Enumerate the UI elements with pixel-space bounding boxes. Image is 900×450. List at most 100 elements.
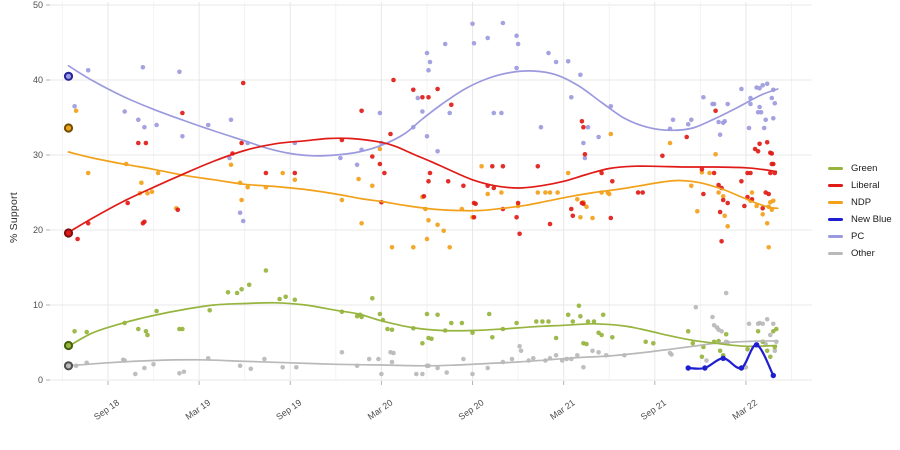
scatter-point xyxy=(490,164,495,169)
scatter-point xyxy=(599,332,604,338)
scatter-point xyxy=(125,200,130,206)
x-tick-label: Mar 22 xyxy=(730,397,759,421)
scatter-point xyxy=(338,155,343,161)
scatter-point xyxy=(421,194,427,199)
scatter-point xyxy=(716,119,721,125)
scatter-point xyxy=(546,319,551,324)
scatter-point xyxy=(263,170,269,176)
scatter-point xyxy=(608,215,614,221)
scatter-point xyxy=(610,179,615,184)
scatter-point xyxy=(359,108,364,114)
scatter-point xyxy=(283,294,289,300)
scatter-point xyxy=(772,348,778,354)
scatter-point xyxy=(379,371,384,377)
scatter-point xyxy=(427,59,433,65)
scatter-point xyxy=(435,365,440,371)
election-result-markers xyxy=(63,71,74,371)
scatter-point xyxy=(514,320,519,326)
chart-legend: Green Liberal NDP New Blue PC Other xyxy=(828,160,892,262)
scatter-point xyxy=(499,190,504,195)
scatter-point xyxy=(670,117,676,123)
scatter-point xyxy=(240,80,246,86)
scatter-point xyxy=(280,170,286,176)
scatter-point xyxy=(389,327,395,333)
scatter-point xyxy=(228,117,234,123)
scatter-point xyxy=(746,125,752,131)
election-marker-pc xyxy=(63,71,74,81)
scatter-point xyxy=(151,362,156,367)
scatter-point xyxy=(442,41,448,47)
scatter-point xyxy=(426,218,431,223)
legend-item-other: Other xyxy=(828,245,892,262)
scatter-point xyxy=(717,132,723,137)
scatter-point xyxy=(377,311,383,317)
scatter-point xyxy=(470,371,475,377)
scatter-point xyxy=(85,68,91,73)
scatter-point xyxy=(262,356,267,362)
scatter-point xyxy=(143,140,149,146)
scatter-point xyxy=(565,59,571,64)
legend-swatch xyxy=(828,235,843,238)
scatter-point xyxy=(277,296,282,302)
scatter-point xyxy=(757,141,762,147)
scatter-point xyxy=(575,197,580,202)
scatter-point xyxy=(180,326,185,332)
scatter-point xyxy=(145,191,150,196)
scatter-point xyxy=(461,183,466,189)
scatter-point xyxy=(485,365,491,371)
trend-line-ndp xyxy=(67,151,779,212)
scatter-point xyxy=(772,101,778,106)
scatter-point xyxy=(585,319,591,324)
scatter-point xyxy=(764,81,770,87)
legend-item-ndp: NDP xyxy=(828,194,892,211)
scatter-point xyxy=(73,108,79,114)
scatter-point xyxy=(280,365,286,370)
scatter-point xyxy=(518,348,524,354)
election-marker-ndp xyxy=(63,123,74,133)
scatter-point xyxy=(667,140,673,146)
scatter-point xyxy=(710,314,715,320)
scatter-point xyxy=(746,321,752,327)
scatter-point xyxy=(491,185,497,191)
legend-label: Other xyxy=(851,248,875,259)
scatter-point xyxy=(578,215,583,220)
scatter-point xyxy=(136,326,141,332)
scatter-point xyxy=(426,95,431,100)
y-tick-label: 40 xyxy=(33,75,43,85)
scatter-point xyxy=(581,201,586,207)
scatter-point xyxy=(385,326,390,332)
scatter-point xyxy=(719,239,724,244)
scatter-point xyxy=(581,365,586,370)
scatter-point xyxy=(582,155,588,161)
legend-swatch xyxy=(828,218,843,221)
scatter-point xyxy=(748,170,753,176)
legend-swatch xyxy=(828,252,843,255)
scatter-point xyxy=(685,329,691,334)
scatter-point xyxy=(764,317,770,322)
scatter-point xyxy=(228,162,234,168)
scatter-point xyxy=(701,191,706,197)
legend-label: New Blue xyxy=(851,214,892,225)
legend-item-new-blue: New Blue xyxy=(828,211,892,228)
scatter-point xyxy=(471,41,477,46)
scatter-point xyxy=(635,190,641,195)
minor-gridlines xyxy=(61,2,793,381)
scatter-point xyxy=(768,170,773,176)
scatter-point xyxy=(763,117,768,123)
scatter-point xyxy=(695,209,700,214)
scatter-point xyxy=(140,65,146,70)
scatter-point xyxy=(723,290,729,296)
scatter-point xyxy=(693,305,699,310)
scatter-point xyxy=(761,125,767,131)
legend-item-pc: PC xyxy=(828,228,892,245)
scatter-point xyxy=(292,177,298,183)
new-blue-point xyxy=(720,355,726,361)
scatter-point xyxy=(356,176,361,182)
scatter-point xyxy=(640,190,645,195)
scatter-point xyxy=(486,311,492,317)
scatter-point xyxy=(377,161,383,167)
scatter-point xyxy=(181,369,187,375)
scatter-point xyxy=(292,297,298,303)
